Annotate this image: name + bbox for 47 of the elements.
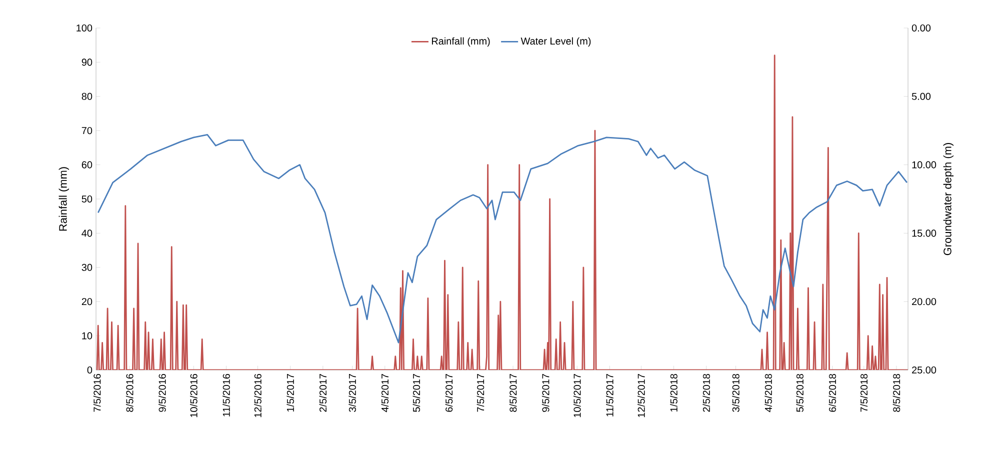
x-tick-label: 3/5/2017 [348,374,356,412]
x-tick-label: 11/5/2016 [222,374,230,416]
x-tick-label: 7/5/2017 [476,374,484,412]
x-tick-label: 6/5/2018 [828,374,836,412]
x-tick-label: 10/5/2016 [190,374,198,418]
y2-axis-title: Groundwater depth (m) [943,143,954,256]
x-tick-label: 8/5/2017 [509,374,517,412]
y2-tick-label: 15.00 [912,230,936,237]
x-tick-label: 1/5/2017 [286,374,294,412]
x-tick-label: 4/5/2018 [764,374,772,412]
y2-tick-label: 5.00 [912,92,931,100]
y-tick-label: 90 [82,58,92,66]
x-tick-label: 7/5/2018 [860,374,868,412]
y2-tick-label: 25.00 [912,366,936,374]
legend-label: Rainfall (mm) [432,37,490,47]
x-tick-label: 5/5/2017 [412,374,420,412]
y-tick-label: 50 [82,195,92,203]
x-tick-label: 5/5/2018 [796,374,804,412]
y2-tick-label: 0.00 [912,24,931,32]
y2-tick-label: 10.00 [912,161,936,168]
x-tick-label: 4/5/2017 [381,374,389,412]
x-tick-label: 12/5/2017 [638,374,645,418]
x-tick-label: 12/5/2016 [254,374,262,418]
y-tick-label: 30 [82,264,92,271]
x-tick-label: 2/5/2017 [319,374,327,412]
x-tick-label: 11/5/2017 [606,374,614,416]
y-axis-title: Rainfall (mm) [58,167,70,231]
x-tick-label: 7/5/2016 [93,374,101,412]
y-tick-label: 10 [82,332,92,340]
x-tick-label: 3/5/2018 [732,374,740,412]
x-tick-label: 2/5/2018 [702,374,710,412]
x-tick-label: 9/5/2017 [542,374,550,412]
x-tick-label: 1/5/2018 [670,374,678,412]
y-tick-label: 40 [82,230,92,237]
x-tick-label: 10/5/2017 [573,374,581,418]
y-tick-label: 20 [82,298,92,306]
y-tick-label: 60 [82,161,92,168]
x-tick-label: 8/5/2016 [126,374,134,412]
y2-tick-label: 20.00 [912,298,936,306]
y-tick-label: 0 [87,366,92,374]
x-tick-label: 9/5/2016 [158,374,166,412]
x-tick-label: 6/5/2017 [445,374,453,412]
y-tick-label: 80 [82,92,92,100]
x-tick-label: 8/5/2018 [892,374,900,412]
y-tick-label: 70 [82,127,92,134]
legend-label: Water Level (m) [520,37,591,47]
y-tick-label: 100 [76,24,92,32]
